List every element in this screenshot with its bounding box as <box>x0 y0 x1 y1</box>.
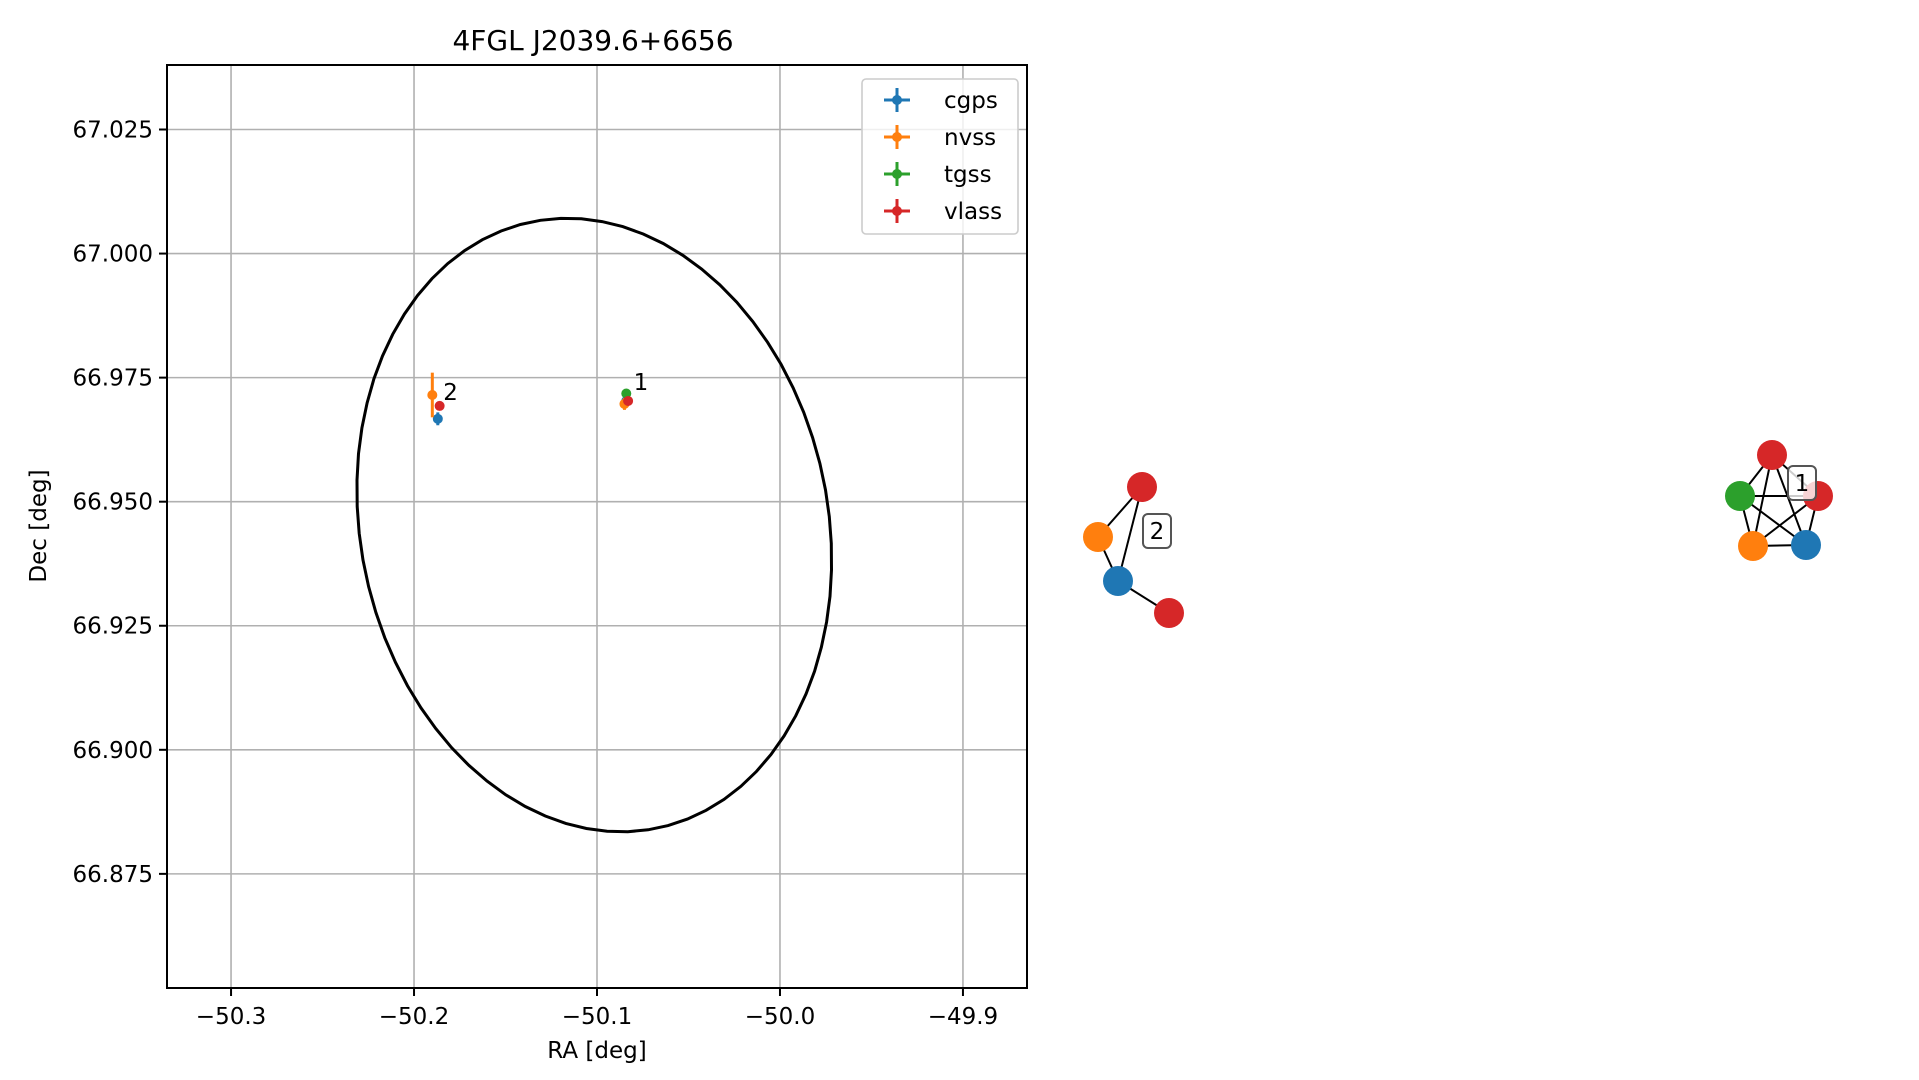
y-tick-label: 66.925 <box>73 614 153 640</box>
point-annotation: 1 <box>634 370 649 396</box>
legend-swatch-marker <box>892 95 902 105</box>
graph-node <box>1127 472 1157 502</box>
graph-node <box>1154 598 1184 628</box>
point-marker <box>432 413 443 424</box>
graph-edge <box>1771 454 1807 546</box>
y-tick-label: 66.975 <box>73 366 153 392</box>
error-ellipse <box>355 216 834 834</box>
graph-label: 2 <box>1150 519 1165 545</box>
graph-label: 1 <box>1795 471 1810 497</box>
point-marker <box>434 400 445 411</box>
point-annotation: 2 <box>443 380 458 406</box>
graph-label-box <box>1142 513 1172 549</box>
y-tick-label: 67.025 <box>73 118 153 144</box>
legend-entry: vlass <box>884 199 1002 225</box>
point-marker <box>427 389 438 400</box>
legend-entry: cgps <box>884 88 998 114</box>
legend-swatch-marker <box>892 169 902 179</box>
legend-frame <box>861 78 1019 235</box>
graph-edge <box>1117 486 1143 582</box>
x-tick-label: −49.9 <box>928 1004 998 1030</box>
legend-label: vlass <box>944 199 1002 225</box>
y-tick-label: 66.900 <box>73 738 153 764</box>
y-tick-label: 66.950 <box>73 490 153 516</box>
y-tick-label: 67.000 <box>73 242 153 268</box>
graph-edge <box>1752 454 1773 547</box>
legend-swatch-marker <box>892 206 902 216</box>
data-point-nvss <box>427 372 438 418</box>
legend: cgps nvss tgss vlass <box>861 78 1019 235</box>
legend-entry: nvss <box>884 125 996 151</box>
match-graph-1: 1 <box>1725 440 1833 561</box>
legend-swatch-marker <box>892 132 902 142</box>
graph-node <box>1757 440 1787 470</box>
data-point-vlass <box>623 395 634 406</box>
ellipse-outline <box>355 216 834 834</box>
graph-label-box <box>1787 465 1817 501</box>
legend-entry: tgss <box>884 162 992 188</box>
x-tick-label: −50.3 <box>196 1004 266 1030</box>
graph-node <box>1725 481 1755 511</box>
legend-label: cgps <box>944 88 998 114</box>
x-tick-label: −50.0 <box>745 1004 815 1030</box>
legend-label: tgss <box>944 162 992 188</box>
y-tick-label: 66.875 <box>73 862 153 888</box>
point-marker <box>623 395 634 406</box>
data-points <box>427 372 634 426</box>
x-axis-label: RA [deg] <box>547 1038 646 1064</box>
grid-lines <box>167 65 1027 988</box>
y-axis-label: Dec [deg] <box>26 469 52 582</box>
graph-node <box>1738 531 1768 561</box>
point-annotations: 12 <box>443 370 648 406</box>
data-point-cgps <box>432 412 443 426</box>
data-point-vlass <box>434 400 445 411</box>
graph-node <box>1791 530 1821 560</box>
graph-node <box>1103 566 1133 596</box>
legend-label: nvss <box>944 125 996 151</box>
graph-node <box>1083 522 1113 552</box>
match-graphs: 21 <box>1083 440 1833 628</box>
chart-title: 4FGL J2039.6+6656 <box>452 24 733 57</box>
x-tick-label: −50.1 <box>562 1004 632 1030</box>
axis-ticks: −50.3 −50.2 −50.1 −50.0 −49.9 66.875 66.900 66.… <box>73 118 999 1030</box>
match-graph-2: 2 <box>1083 472 1184 628</box>
x-tick-label: −50.2 <box>379 1004 449 1030</box>
